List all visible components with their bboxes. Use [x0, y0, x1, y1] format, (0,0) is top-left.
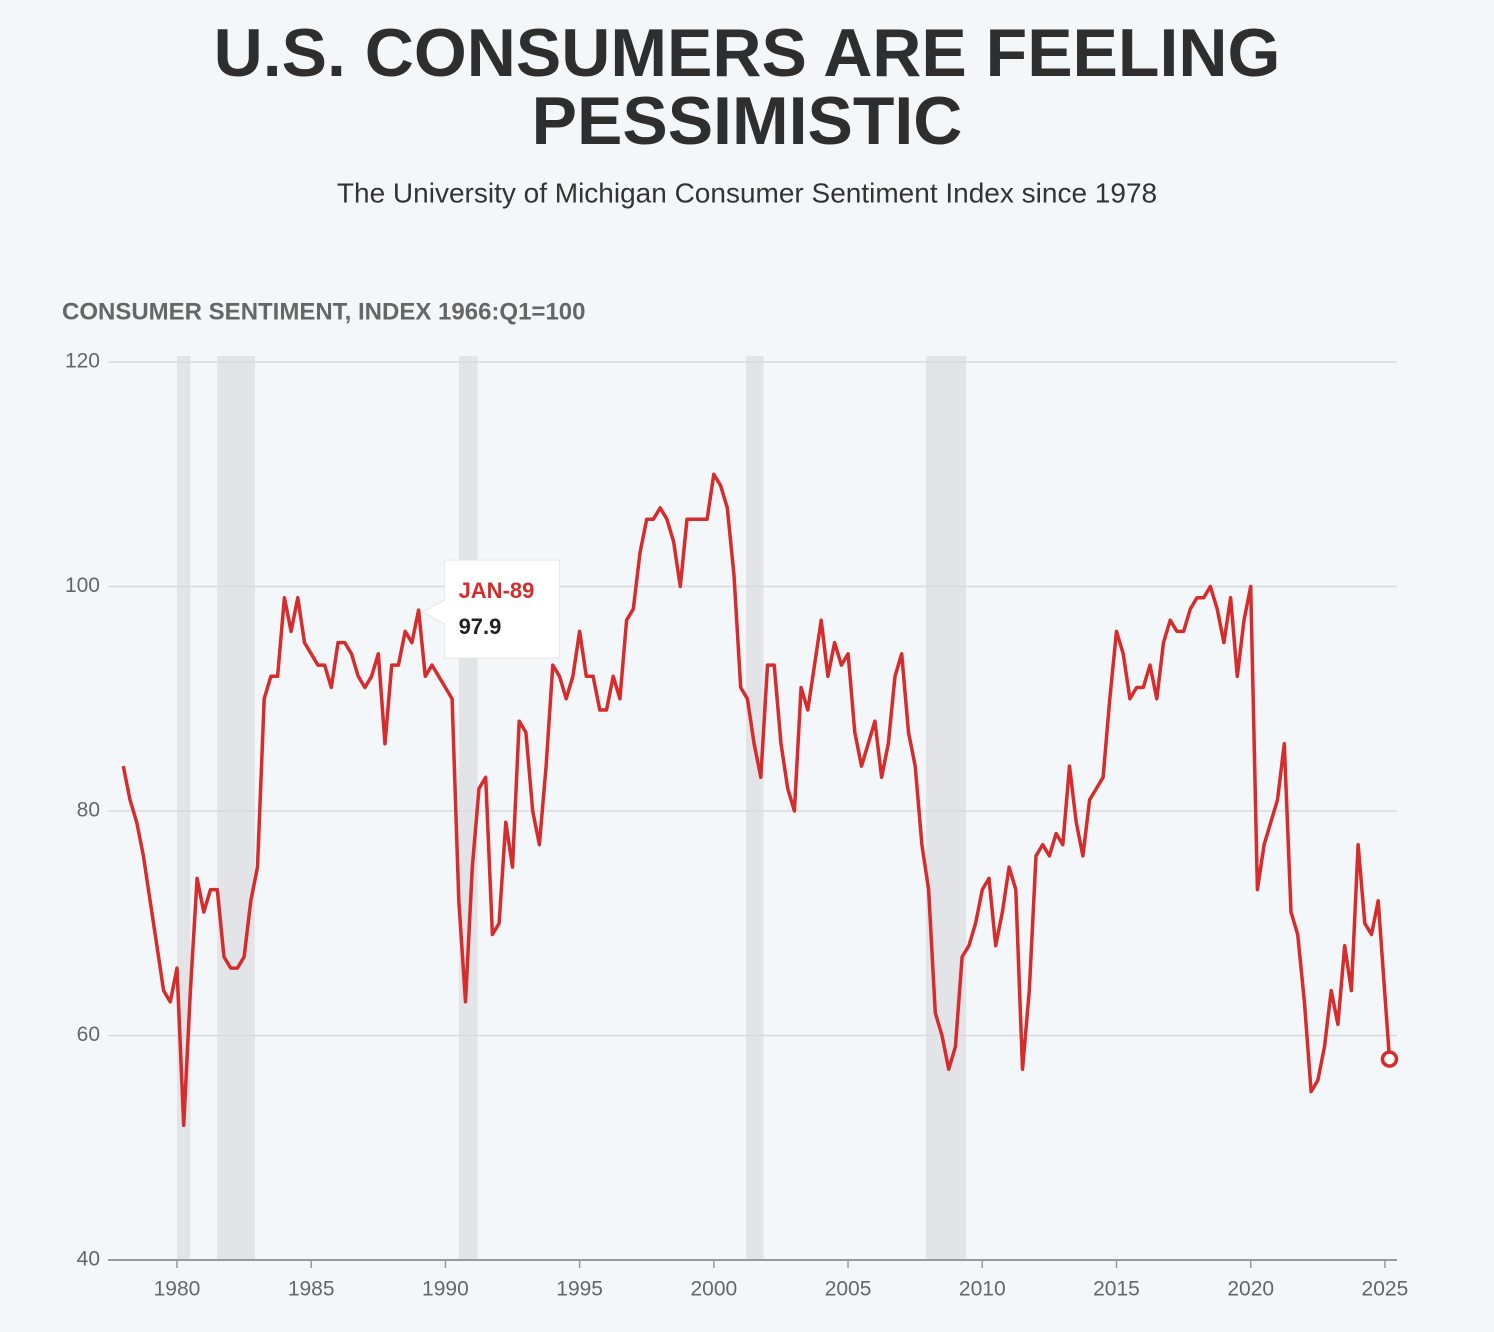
y-tick-label: 120	[65, 350, 100, 373]
tooltip-label: JAN-89	[459, 578, 535, 603]
line	[121, 472, 1392, 1128]
x-tick-label: 1985	[288, 1278, 335, 1301]
y-tick-label: 80	[77, 799, 100, 822]
chart-title: U.S. CONSUMERS ARE FEELING	[214, 15, 1281, 91]
chart-title: PESSIMISTIC	[532, 83, 963, 159]
recession-band	[746, 356, 764, 1260]
x-tick-label: 2025	[1362, 1278, 1409, 1301]
x-tick-label: 2010	[959, 1278, 1006, 1301]
recession-band	[217, 356, 255, 1260]
y-tick-label: 60	[77, 1023, 100, 1046]
y-tick-label: 100	[65, 574, 100, 597]
x-tick-label: 1980	[154, 1278, 201, 1301]
x-tick-label: 2020	[1227, 1278, 1274, 1301]
tooltip: JAN-89 97.9	[421, 559, 561, 659]
x-tick-label: 1995	[556, 1278, 603, 1301]
recession-band	[458, 356, 478, 1260]
subtitle: The University of Michigan Consumer Sent…	[337, 177, 1157, 208]
tooltip-value: 97.9	[459, 614, 502, 639]
x-tick-label: 2015	[1093, 1278, 1140, 1301]
x-tick-label: 2005	[825, 1278, 872, 1301]
x-tick-label: 1990	[422, 1278, 469, 1301]
recession-band	[925, 356, 967, 1260]
y-tick-label: 40	[77, 1248, 100, 1271]
end-point	[1380, 1050, 1399, 1068]
x-tick-label: 2000	[690, 1278, 737, 1301]
y-axis-label: CONSUMER SENTIMENT, INDEX 1966:Q1=100	[62, 298, 586, 325]
tooltip-box	[421, 559, 561, 659]
